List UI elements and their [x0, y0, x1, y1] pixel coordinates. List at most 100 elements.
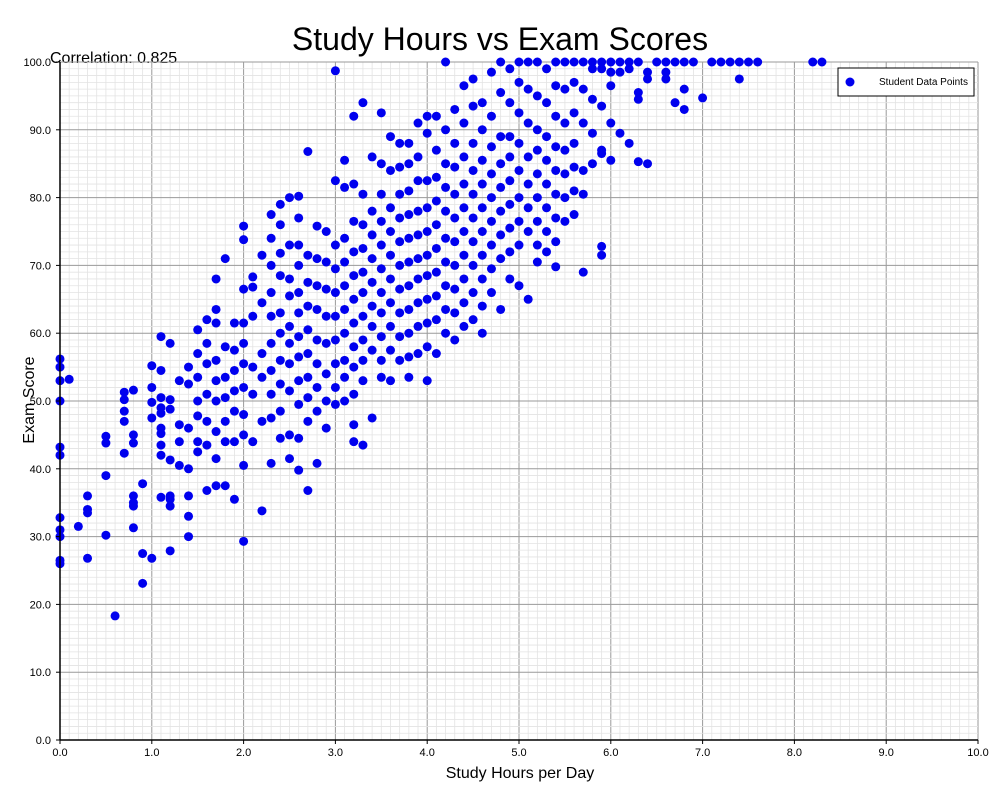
data-points [55, 57, 827, 621]
data-point [128, 501, 138, 511]
data-point [358, 355, 368, 365]
y-tick-label: 50.0 [30, 396, 51, 408]
data-point [459, 152, 469, 162]
data-point [340, 257, 350, 267]
data-point [496, 57, 506, 67]
x-tick-label: 6.0 [603, 747, 618, 759]
data-point [321, 284, 331, 294]
data-point [303, 416, 313, 426]
data-point [303, 277, 313, 287]
data-point [321, 396, 331, 406]
data-point [652, 57, 662, 67]
y-axis-ticks: 0.0 10.0 20.0 30.0 40.0 50.0 60.0 70.0 80.0 90.0 1… [23, 57, 60, 747]
data-point [239, 536, 249, 546]
data-point [330, 359, 340, 369]
data-point [413, 254, 423, 264]
data-point [486, 67, 496, 77]
data-point [202, 389, 212, 399]
data-point [441, 257, 451, 267]
data-point [532, 91, 542, 101]
data-point [220, 437, 230, 447]
x-tick-label: 3.0 [328, 747, 343, 759]
data-point [514, 165, 524, 175]
data-point [138, 578, 148, 588]
data-point [486, 142, 496, 152]
data-point [422, 250, 432, 260]
data-point [459, 274, 469, 284]
data-point [349, 271, 359, 281]
data-point [156, 450, 166, 460]
data-point [459, 298, 469, 308]
data-point [734, 57, 744, 67]
data-point [633, 94, 643, 104]
data-point [413, 298, 423, 308]
data-point [64, 374, 74, 384]
data-point [330, 288, 340, 298]
legend-label: Student Data Points [879, 77, 968, 88]
data-point [266, 288, 276, 298]
data-point [459, 118, 469, 128]
data-point [165, 455, 175, 465]
data-point [486, 169, 496, 179]
data-point [413, 321, 423, 331]
y-tick-label: 30.0 [30, 532, 51, 544]
data-point [119, 387, 129, 397]
x-tick-label: 1.0 [144, 747, 159, 759]
data-point [514, 108, 524, 118]
data-point [468, 101, 478, 111]
data-point [285, 321, 294, 331]
data-point [431, 111, 441, 121]
data-point [450, 138, 460, 148]
data-point [422, 203, 432, 213]
data-point [211, 376, 221, 386]
data-point [422, 294, 432, 304]
data-point [385, 203, 395, 213]
data-point [431, 315, 441, 325]
y-tick-label: 100.0 [23, 57, 51, 69]
data-point [542, 64, 552, 74]
data-point [551, 81, 561, 91]
correlation-annotation: Correlation: 0.825 [50, 50, 177, 67]
data-point [229, 365, 239, 375]
data-point [679, 84, 689, 94]
data-point [239, 359, 249, 369]
data-point [496, 304, 506, 314]
data-point [477, 328, 487, 338]
data-point [174, 460, 184, 470]
data-point [441, 304, 451, 314]
data-point [349, 362, 359, 372]
data-point [560, 118, 570, 128]
data-point [83, 553, 93, 563]
data-point [560, 84, 570, 94]
data-point [330, 311, 340, 321]
data-point [312, 335, 322, 345]
data-point [358, 243, 368, 253]
data-point [303, 301, 313, 311]
data-point [661, 57, 671, 67]
data-point [532, 216, 542, 226]
data-point [441, 159, 451, 169]
data-point [385, 227, 395, 236]
data-point [193, 325, 203, 335]
data-point [606, 81, 616, 91]
data-point [220, 372, 230, 382]
data-point [514, 77, 524, 87]
data-point [184, 464, 194, 474]
data-point [165, 338, 175, 348]
data-point [321, 257, 331, 267]
data-point [275, 271, 285, 281]
data-point [147, 361, 157, 371]
data-point [450, 104, 460, 114]
legend[interactable]: Student Data Points [837, 67, 975, 97]
data-point [395, 189, 405, 199]
data-point [303, 349, 313, 359]
data-point [441, 57, 451, 67]
data-point [165, 546, 175, 556]
data-point [285, 193, 294, 203]
data-point [404, 304, 414, 314]
data-point [312, 458, 322, 468]
data-point [202, 359, 212, 369]
y-tick-label: 60.0 [30, 328, 51, 340]
data-point [303, 147, 313, 156]
x-tick-label: 0.0 [52, 747, 67, 759]
